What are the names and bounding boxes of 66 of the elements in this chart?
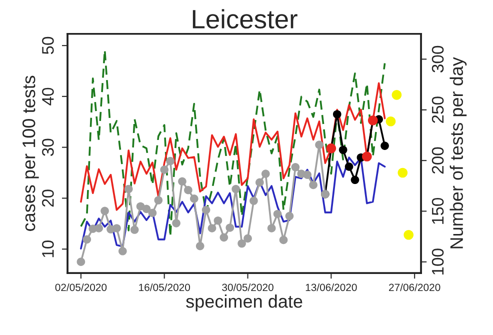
x-tick-label: 16/05/2020 (139, 283, 190, 292)
point (172, 218, 180, 228)
point (94, 224, 103, 232)
point (178, 177, 186, 186)
point (309, 180, 318, 190)
point (166, 156, 174, 166)
point (226, 224, 234, 232)
point (344, 162, 354, 171)
point (291, 163, 300, 172)
point (380, 142, 389, 150)
y2-axis-title: Number of tests per day (450, 57, 467, 248)
point (196, 242, 204, 250)
point (154, 196, 163, 204)
y2-tick-label: 300 (432, 46, 444, 72)
point (285, 212, 294, 220)
point (315, 140, 324, 149)
y-tick-label: 10 (42, 240, 54, 258)
x-axis-title: specimen date (186, 294, 302, 312)
point (244, 234, 252, 243)
point (112, 224, 121, 232)
point (386, 116, 396, 126)
point (238, 239, 246, 248)
x-tick-label: 02/05/2020 (55, 283, 107, 292)
point (142, 204, 151, 214)
point (256, 178, 264, 187)
point (214, 216, 222, 225)
point (76, 258, 86, 266)
point (250, 196, 258, 205)
point (392, 90, 402, 100)
x-tick-label: 13/06/2020 (306, 283, 357, 292)
y2-tick-label: 100 (432, 248, 444, 275)
point (118, 246, 127, 256)
x-tick-label: 27/06/2020 (389, 283, 440, 292)
point (160, 166, 169, 174)
point (82, 235, 92, 244)
point (148, 208, 157, 218)
point (208, 224, 216, 232)
y-tick-label: 40 (42, 88, 54, 106)
y-tick-label: 20 (42, 190, 54, 207)
point (404, 230, 414, 240)
point (100, 206, 109, 216)
y2-tick-label: 200 (432, 147, 444, 174)
line-series (80, 49, 386, 238)
point (267, 224, 276, 232)
y-tick-label: 50 (42, 36, 54, 54)
y2-tick-label: 150 (432, 198, 444, 224)
x-tick-label: 30/05/2020 (222, 283, 274, 292)
point (130, 226, 139, 234)
point (190, 194, 198, 203)
point (124, 184, 133, 194)
point (303, 170, 312, 179)
y-axis-title: cases per 100 tests (22, 76, 39, 231)
point (184, 186, 192, 194)
point (279, 236, 288, 244)
point (350, 176, 360, 184)
point (220, 233, 228, 242)
point (332, 110, 342, 118)
point (338, 146, 348, 154)
point (398, 168, 408, 178)
y2-tick-label: 250 (432, 96, 444, 123)
point (261, 170, 270, 178)
y-tick-label: 30 (42, 138, 54, 156)
point (232, 184, 240, 194)
chart-title: Leicester (192, 9, 298, 29)
point (202, 206, 210, 214)
point (273, 210, 282, 218)
